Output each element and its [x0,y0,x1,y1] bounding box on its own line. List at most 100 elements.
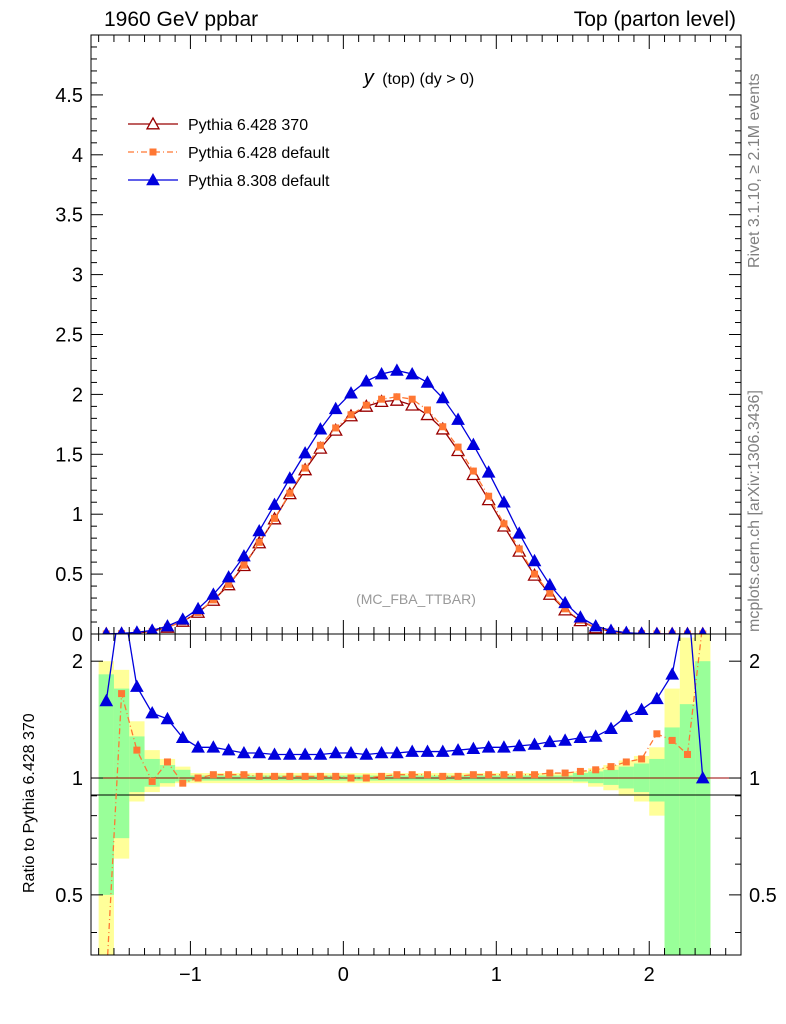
legend-label-2: Pythia 6.428 default [188,145,330,162]
series-point-3 [298,446,312,459]
series-point-3 [573,610,588,623]
ratio-ytick-label-right: 2 [749,651,760,673]
mcplots-source-label: mcplots.cern.ch [arXiv:1306.3436] [746,390,763,632]
series-point-3 [527,553,542,567]
ratio-point-2 [619,709,634,722]
series-point-2 [408,395,416,403]
header-left-label: 1960 GeV ppbar [104,8,259,31]
ratio-point-1 [469,771,477,779]
ratio-point-1 [347,774,355,782]
series-point-3 [206,587,221,600]
ratio-point-1 [638,755,646,763]
ratio-point-2 [344,745,358,759]
ratio-band-green [175,769,191,782]
ratio-point-2 [650,691,664,705]
ratio-point-2 [298,747,312,760]
series-point-3 [420,375,435,388]
ratio-point-2 [130,679,144,692]
ratio-point-1 [271,772,279,780]
xtick-label: 2 [644,964,655,986]
ratio-point-1 [362,774,370,782]
series-point-3 [621,625,631,634]
ratio-point-2 [252,745,267,759]
ratio-point-1 [378,772,386,780]
ratio-point-2 [634,702,649,715]
ratio-plot-frame [90,633,742,956]
series-point-3 [542,577,557,591]
ratio-uncertainty-bands [98,634,711,955]
ratio-point-2 [435,744,450,757]
series-point-3 [637,626,646,634]
series-point-3 [175,612,190,625]
ratio-point-2 [588,729,603,742]
chart-title-main: y [362,67,375,89]
main-ytick-label: 4 [72,145,83,167]
series-point-2 [240,561,248,569]
legend-marker-1 [145,116,161,130]
ratio-point-2 [466,741,481,755]
ratio-point-2 [451,743,465,756]
series-point-3 [282,471,297,484]
ratio-ytick-label: 0.5 [55,885,83,907]
ratio-series-group [91,620,741,955]
ratio-point-1 [653,730,661,738]
series-point-2 [439,423,447,431]
ratio-point-2 [221,743,236,756]
series-point-2 [271,514,279,522]
ratio-point-1 [118,690,126,698]
ratio-point-1 [179,779,187,787]
series-point-3 [558,595,572,609]
series-point-3 [668,626,677,634]
ratio-point-1 [699,620,706,627]
main-ytick-label: 3.5 [55,205,83,227]
ratio-point-1 [592,766,600,774]
series-point-2 [393,393,401,401]
series-point-2 [332,424,340,432]
ratio-point-1 [607,763,615,771]
ratio-point-1 [194,774,202,782]
ratio-point-2 [175,730,190,744]
ratio-point-1 [255,772,263,780]
main-ytick-label: 4.5 [55,85,83,107]
ratio-ytick-label-right: 0.5 [749,885,777,907]
ratio-point-1 [423,771,431,779]
ratio-point-2 [282,747,297,760]
series-point-3 [359,374,374,387]
series-point-2 [515,545,523,553]
main-ytick-label: 0 [72,624,83,646]
main-ytick-label: 3 [72,265,83,287]
rivet-version-label: Rivet 3.1.10, ≥ 2.1M events [746,73,763,268]
ratio-line-2 [105,634,704,779]
ratio-point-2 [542,734,557,748]
series-point-3 [313,422,328,435]
series-point-2 [469,467,477,475]
ratio-point-1 [301,772,309,780]
main-ytick-label: 2.5 [55,325,83,347]
ratio-point-2 [267,747,282,760]
series-point-3 [117,626,126,634]
ratio-point-2 [573,730,588,744]
series-point-3 [405,367,420,380]
ratio-ytick-label: 1 [72,768,83,790]
ratio-point-1 [500,771,508,779]
ratio-point-1 [561,769,569,777]
ratio-point-2 [665,667,680,680]
ratio-point-2 [405,744,420,757]
series-point-3 [374,367,389,380]
ratio-point-2 [481,740,496,753]
series-point-3 [344,386,358,399]
ratio-point-1 [286,772,294,780]
series-point-3 [390,363,404,376]
ratio-point-1 [576,767,584,775]
ratio-point-1 [163,758,171,766]
series-point-2 [301,464,309,472]
xtick-label: 1 [491,964,502,986]
ratio-point-1 [332,772,340,780]
ratio-point-1 [683,750,691,758]
ratio-band-green [144,758,160,787]
series-point-2 [316,441,324,449]
ratio-band-green [679,704,696,955]
ratio-point-2 [604,721,618,734]
ratio-ytick-label-right: 1 [749,768,760,790]
series-point-2 [531,570,539,578]
